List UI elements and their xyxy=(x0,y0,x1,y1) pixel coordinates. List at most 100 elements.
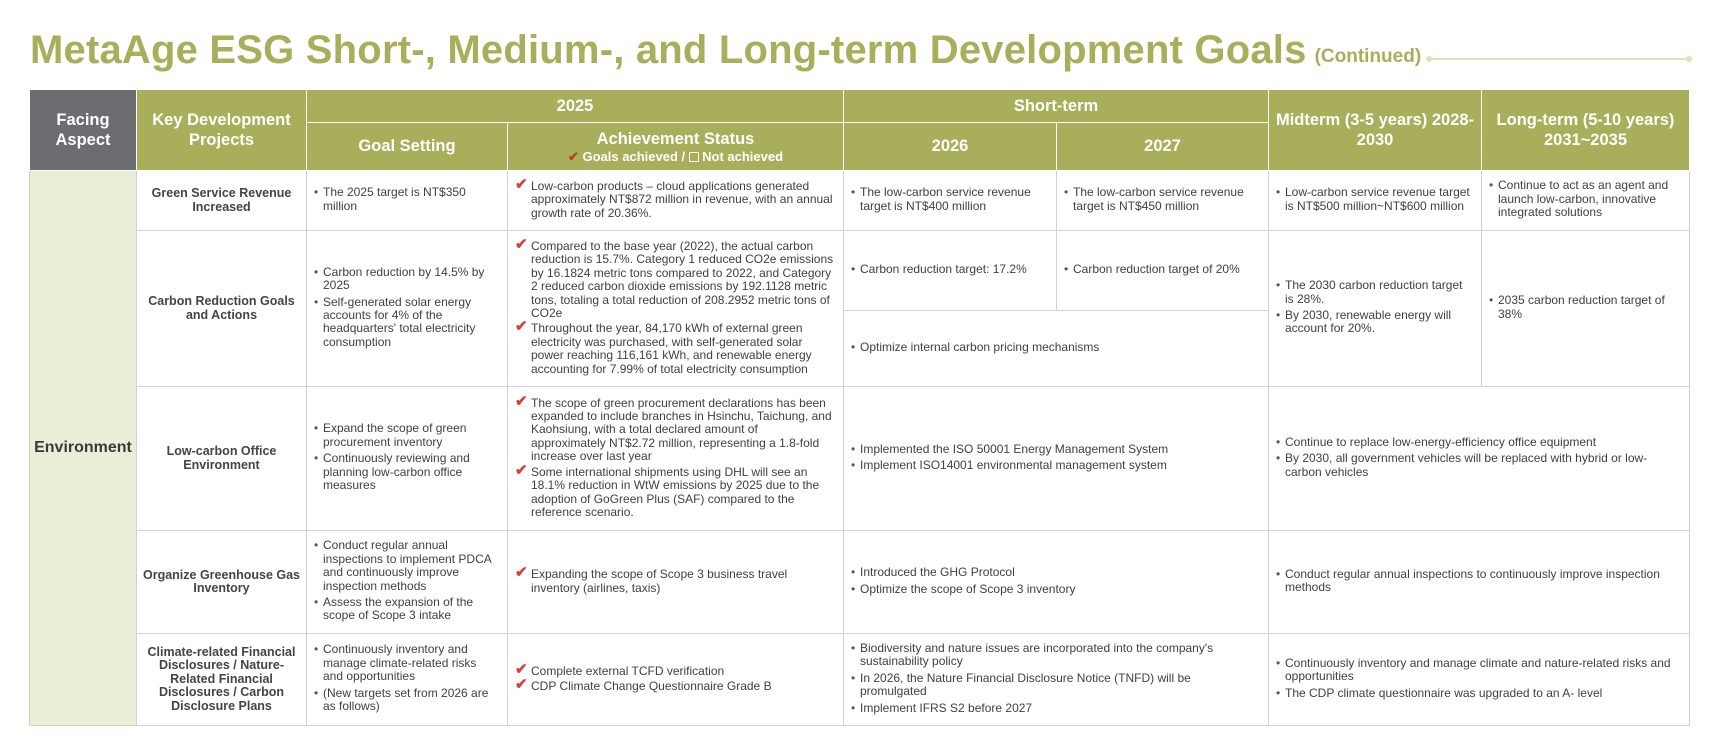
list-item: By 2030, renewable energy will account f… xyxy=(1276,308,1473,336)
list-item: The 2030 carbon reduction target is 28%. xyxy=(1276,279,1473,306)
short-term-list: Implemented the ISO 50001 Energy Managem… xyxy=(851,442,1260,473)
header-2027: 2027 xyxy=(1056,122,1269,171)
y2026-list: Carbon reduction target: 17.2% xyxy=(851,262,1048,277)
list-item: Conduct regular annual inspections to im… xyxy=(314,539,499,593)
short-term-shared-cell: Optimize internal carbon pricing mechani… xyxy=(843,310,1269,387)
short-term-cell: Implemented the ISO 50001 Energy Managem… xyxy=(843,386,1269,531)
achievement-list: ✔ The scope of green procurement declarat… xyxy=(515,392,835,520)
goal-setting-cell: Continuously inventory and manage climat… xyxy=(306,633,508,726)
project-name: Carbon Reduction Goals and Actions xyxy=(136,230,307,387)
y2026-cell: Carbon reduction target: 17.2% xyxy=(843,230,1057,311)
list-item: ✔ Complete external TCFD verification xyxy=(515,660,835,678)
page-title-suffix: (Continued) xyxy=(1314,46,1422,67)
list-item: The 2025 target is NT$350 million xyxy=(314,185,499,213)
page-title: MetaAge ESG Short-, Medium-, and Long-te… xyxy=(30,28,1307,72)
list-item: Expand the scope of green procurement in… xyxy=(314,422,499,449)
legend-not-achieved: Not achieved xyxy=(702,149,784,164)
goal-list: Expand the scope of green procurement in… xyxy=(314,422,499,492)
list-item: In 2026, the Nature Financial Disclosure… xyxy=(851,671,1260,699)
list-item: ✔ Low-carbon products – cloud application… xyxy=(515,175,835,220)
goal-setting-cell: Conduct regular annual inspections to im… xyxy=(306,530,508,634)
header-short-term: Short-term xyxy=(843,89,1269,123)
check-icon: ✔ xyxy=(515,235,528,253)
list-item: ✔ Expanding the scope of Scope 3 business… xyxy=(515,565,835,595)
longterm-cell: Continue to act as an agent and launch l… xyxy=(1481,170,1690,231)
list-item: Continuously reviewing and planning low-… xyxy=(314,452,499,492)
legend-achieved: Goals achieved / xyxy=(582,149,686,164)
midterm-list: The 2030 carbon reduction target is 28%.… xyxy=(1276,279,1473,336)
longterm-list: Continue to act as an agent and launch l… xyxy=(1489,179,1681,219)
header-key-projects: Key Development Projects xyxy=(136,89,307,171)
achievement-list: ✔ Expanding the scope of Scope 3 business… xyxy=(515,565,835,595)
list-item: The low-carbon service revenue target is… xyxy=(1064,185,1260,213)
midterm-list: Low-carbon service revenue target is NT$… xyxy=(1276,185,1473,213)
list-item: 2035 carbon reduction target of 38% xyxy=(1489,293,1681,321)
achievement-cell: ✔ Expanding the scope of Scope 3 business… xyxy=(507,530,844,634)
mid-long-cell: Conduct regular annual inspections to co… xyxy=(1268,530,1690,634)
check-icon: ✔ xyxy=(515,660,528,678)
check-icon: ✔ xyxy=(515,175,528,193)
achievement-list: ✔ Compared to the base year (2022), the a… xyxy=(515,235,835,376)
midterm-cell: Low-carbon service revenue target is NT$… xyxy=(1268,170,1482,231)
list-item: ✔ Throughout the year, 84,170 kWh of exte… xyxy=(515,318,835,376)
list-item: Optimize internal carbon pricing mechani… xyxy=(851,340,1260,355)
list-item: (New targets set from 2026 are as follow… xyxy=(314,686,499,714)
y2027-list: The low-carbon service revenue target is… xyxy=(1064,185,1260,213)
short-term-cell: Biodiversity and nature issues are incor… xyxy=(843,633,1269,726)
achievement-status-title: Achievement Status xyxy=(596,130,755,148)
mid-long-cell: Continuously inventory and manage climat… xyxy=(1268,633,1690,726)
midterm-cell: The 2030 carbon reduction target is 28%.… xyxy=(1268,230,1482,387)
list-item: Biodiversity and nature issues are incor… xyxy=(851,641,1260,669)
list-item: Continuously inventory and manage climat… xyxy=(1276,656,1681,684)
list-item: ✔ Some international shipments using DHL … xyxy=(515,461,835,520)
mid-long-list: Continuously inventory and manage climat… xyxy=(1276,656,1681,700)
goal-setting-cell: The 2025 target is NT$350 million xyxy=(306,170,508,231)
mid-long-cell: Continue to replace low-energy-efficienc… xyxy=(1268,386,1690,531)
y2027-cell: Carbon reduction target of 20% xyxy=(1056,230,1269,311)
check-icon: ✔ xyxy=(515,676,528,693)
list-item: By 2030, all government vehicles will be… xyxy=(1276,452,1681,479)
goal-list: Continuously inventory and manage climat… xyxy=(314,643,499,713)
header-achievement-status: Achievement Status ✔ Goals achieved / Not… xyxy=(507,122,844,171)
list-item: Implement IFRS S2 before 2027 xyxy=(851,701,1260,716)
achievement-text: The scope of green procurement declarati… xyxy=(531,395,832,464)
list-item: The low-carbon service revenue target is… xyxy=(851,185,1048,213)
project-name: Climate-related Financial Disclosures / … xyxy=(136,633,307,726)
achievement-text: Compared to the base year (2022), the ac… xyxy=(531,238,834,320)
header-2025: 2025 xyxy=(306,89,844,123)
project-name: Low-carbon Office Environment xyxy=(136,386,307,531)
mid-long-list: Continue to replace low-energy-efficienc… xyxy=(1276,435,1681,479)
list-item: Carbon reduction target of 20% xyxy=(1064,262,1260,277)
title-decor-line xyxy=(1426,56,1692,62)
list-item: Self-generated solar energy accounts for… xyxy=(314,295,499,350)
header-longterm: Long-term (5-10 years) 2031~2035 xyxy=(1481,89,1690,171)
achievement-text: Low-carbon products – cloud applications… xyxy=(531,178,833,220)
header-2026: 2026 xyxy=(843,122,1057,171)
goal-setting-cell: Expand the scope of green procurement in… xyxy=(306,386,508,531)
table-row: Low-carbon Office Environment Expand the… xyxy=(30,386,1690,531)
header-midterm: Midterm (3-5 years) 2028-2030 xyxy=(1268,89,1482,171)
achievement-cell: ✔ The scope of green procurement declarat… xyxy=(507,386,844,531)
achievement-list: ✔ Low-carbon products – cloud application… xyxy=(515,175,835,220)
check-icon: ✔ xyxy=(515,461,528,479)
check-icon: ✔ xyxy=(515,318,528,336)
short-term-cell: Introduced the GHG Protocol Optimize the… xyxy=(843,530,1269,634)
achievement-cell: ✔ Complete external TCFD verification ✔ CD… xyxy=(507,633,844,726)
check-icon: ✔ xyxy=(515,392,528,410)
header-goal-setting: Goal Setting xyxy=(306,122,508,171)
project-name: Organize Greenhouse Gas Inventory xyxy=(136,530,307,634)
y2027-cell: The low-carbon service revenue target is… xyxy=(1056,170,1269,231)
longterm-list: 2035 carbon reduction target of 38% xyxy=(1489,293,1681,321)
goal-list: The 2025 target is NT$350 million xyxy=(314,185,499,213)
achievement-text: Complete external TCFD verification xyxy=(531,663,725,678)
achievement-list: ✔ Complete external TCFD verification ✔ CD… xyxy=(515,660,835,694)
list-item: Optimize the scope of Scope 3 inventory xyxy=(851,582,1260,597)
list-item: Conduct regular annual inspections to co… xyxy=(1276,567,1681,595)
check-icon: ✔ xyxy=(567,149,579,164)
achievement-legend: ✔ Goals achieved / Not achieved xyxy=(508,149,843,164)
list-item: Assess the expansion of the scope of Sco… xyxy=(314,595,499,623)
list-item: Continue to act as an agent and launch l… xyxy=(1489,179,1681,219)
achievement-cell: ✔ Compared to the base year (2022), the a… xyxy=(507,230,844,387)
aspect-environment: Environment xyxy=(29,170,137,726)
list-item: Implement ISO14001 environmental managem… xyxy=(851,458,1260,473)
